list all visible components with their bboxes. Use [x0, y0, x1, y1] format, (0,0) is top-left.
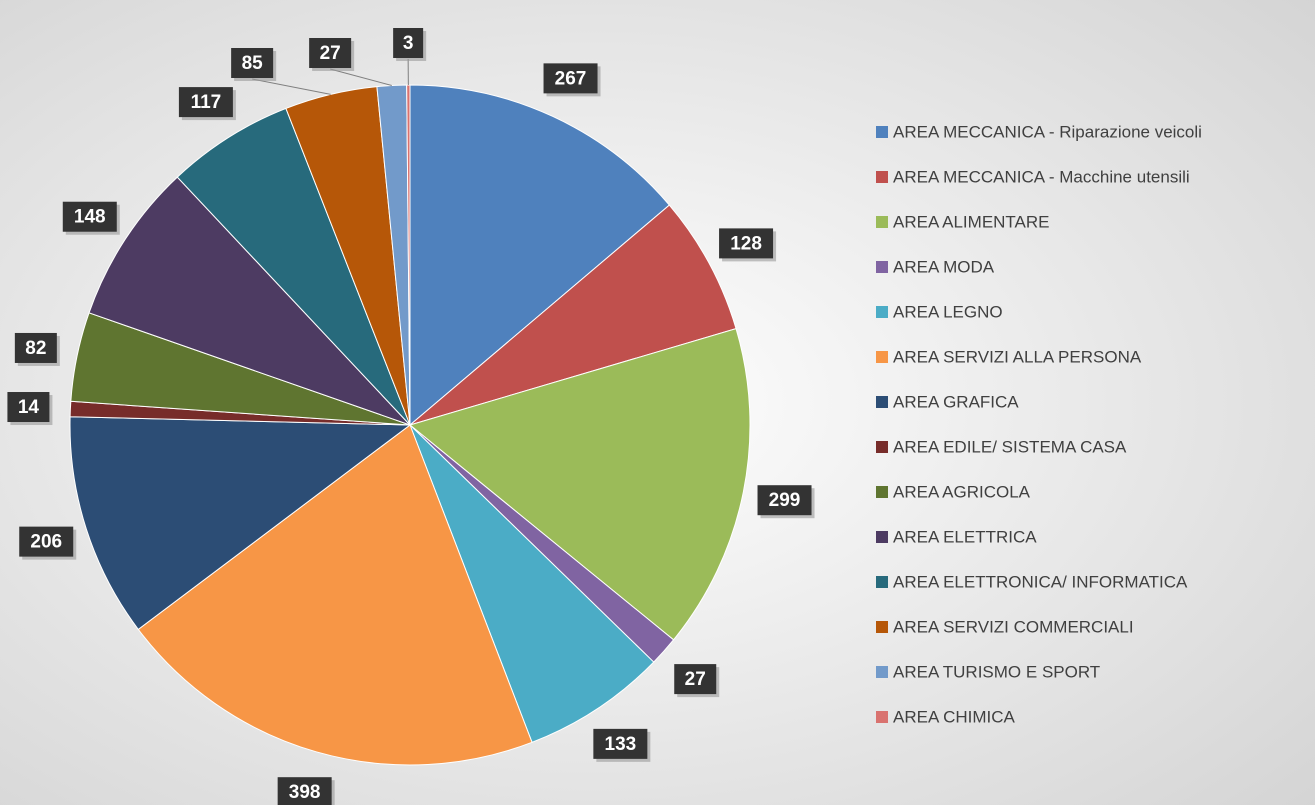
- legend-label: AREA TURISMO E SPORT: [893, 662, 1100, 681]
- legend-label: AREA AGRICOLA: [893, 482, 1031, 501]
- legend-swatch: [876, 621, 888, 633]
- data-label-box: [7, 392, 50, 423]
- legend-label: AREA ALIMENTARE: [893, 212, 1050, 231]
- legend-swatch: [876, 261, 888, 273]
- legend-label: AREA SERVIZI COMMERCIALI: [893, 617, 1134, 636]
- legend-swatch: [876, 486, 888, 498]
- pie-slice: [409, 84, 671, 427]
- data-label-box: [62, 201, 117, 232]
- legend-swatch: [876, 126, 888, 138]
- legend-label: AREA CHIMICA: [893, 707, 1016, 726]
- data-label-box: [719, 228, 774, 259]
- pie-slice: [409, 204, 737, 426]
- legend-swatch: [876, 171, 888, 183]
- data-label: 299: [769, 490, 801, 511]
- legend-swatch: [876, 441, 888, 453]
- pie-slice: [88, 176, 411, 426]
- legend-label: AREA SERVIZI ALLA PERSONA: [893, 347, 1142, 366]
- legend-swatch: [876, 531, 888, 543]
- data-label-box: [757, 485, 812, 516]
- legend-swatch: [876, 711, 888, 723]
- data-label: 148: [74, 207, 106, 228]
- data-label-box: [674, 664, 717, 695]
- legend-swatch: [876, 396, 888, 408]
- legend-label: AREA MECCANICA - Riparazione veicoli: [893, 122, 1202, 141]
- data-label: 27: [685, 669, 706, 690]
- legend-swatch: [876, 306, 888, 318]
- legend-swatch: [876, 216, 888, 228]
- legend-label: AREA EDILE/ SISTEMA CASA: [893, 437, 1127, 456]
- data-label-box: [14, 332, 57, 363]
- data-label: 267: [555, 68, 587, 89]
- legend-label: AREA MECCANICA - Macchine utensili: [893, 167, 1190, 186]
- leader-line: [252, 78, 331, 95]
- pie-slice: [406, 84, 411, 426]
- legend-swatch: [876, 666, 888, 678]
- data-label: 117: [191, 92, 222, 113]
- data-label: 82: [25, 338, 46, 359]
- pie-slice: [176, 107, 411, 426]
- data-label-box: [231, 48, 274, 79]
- legend-label: AREA LEGNO: [893, 302, 1003, 321]
- data-label: 27: [320, 43, 341, 64]
- data-label-box: [309, 38, 352, 69]
- data-label: 206: [30, 532, 62, 553]
- legend-label: AREA GRAFICA: [893, 392, 1019, 411]
- pie-slice: [137, 424, 533, 766]
- data-label-box: [393, 28, 424, 59]
- data-label: 85: [242, 53, 264, 74]
- pie-slice: [408, 327, 751, 641]
- data-label-box: [178, 87, 233, 118]
- data-label: 128: [730, 233, 762, 254]
- legend-swatch: [876, 351, 888, 363]
- data-label: 14: [18, 397, 40, 418]
- legend-label: AREA ELETTRICA: [893, 527, 1037, 546]
- data-label-box: [19, 526, 74, 557]
- legend-label: AREA ELETTRONICA/ INFORMATICA: [893, 572, 1188, 591]
- data-label: 3: [403, 33, 414, 54]
- pie-slice: [409, 424, 655, 743]
- data-label-box: [277, 777, 332, 805]
- data-label-box: [593, 728, 648, 759]
- pie-slice: [69, 416, 412, 631]
- data-label-box: [543, 63, 598, 94]
- legend-label: AREA MODA: [893, 257, 995, 276]
- data-label: 398: [289, 782, 321, 803]
- legend-swatch: [876, 576, 888, 588]
- data-label: 133: [605, 734, 637, 755]
- leader-line: [330, 68, 392, 86]
